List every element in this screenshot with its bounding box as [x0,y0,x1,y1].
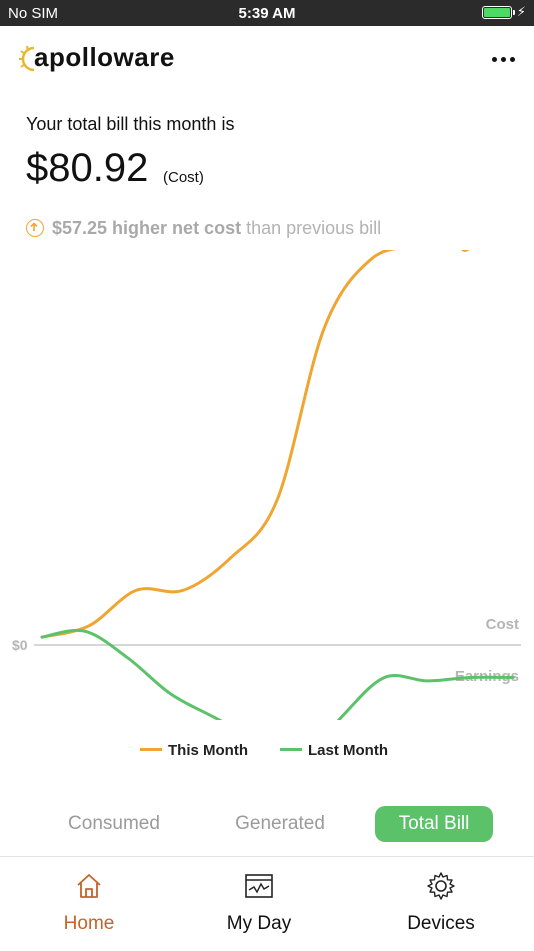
tab-home[interactable]: Home [0,857,178,951]
more-options-button[interactable] [492,48,516,68]
series-line-last-month [40,628,515,720]
tab-label: My Day [226,913,292,934]
consumed-tab[interactable]: Consumed [68,813,160,834]
total-bill-tab[interactable]: Total Bill [375,806,493,842]
bill-label: Your total bill this month is [26,114,235,134]
legend-label: This Month [168,742,248,759]
brand-name: apolloware [34,42,175,72]
comparison-suffix: than previous bill [246,218,382,238]
gear-icon [427,872,455,900]
arrow-up-circle-icon [26,219,44,237]
series-line-this-month [40,250,398,639]
clock: 5:39 AM [238,5,296,22]
my-day-icon [245,874,273,898]
this-month-endpoint [461,250,469,252]
zero-axis-label: $0 [12,637,28,653]
comparison-text: $57.25 higher net cost than previous bil… [26,218,381,239]
legend-item-last-month: Last Month [280,742,388,759]
cost-axis-label: Cost [486,616,519,633]
comparison-amount: $57.25 higher net cost [52,218,242,238]
legend-swatch [280,748,302,751]
view-toggle: Consumed Generated Total Bill [0,806,534,842]
battery-icon [482,6,515,19]
carrier-label: No SIM [8,5,59,22]
generated-tab[interactable]: Generated [235,813,325,834]
app-header: apolloware [0,40,534,80]
bill-unit: (Cost) [163,169,204,186]
sun-logo-icon [19,45,35,72]
tab-my-day[interactable]: My Day [170,857,348,951]
legend-item-this-month: This Month [140,742,248,759]
tab-label: Devices [407,913,475,934]
tab-devices[interactable]: Devices [352,857,530,951]
more-dots-icon [492,57,497,62]
bill-amount: $80.92 [26,146,149,190]
legend-swatch [140,748,162,751]
bottom-tab-bar: Home My Day Devices [0,856,534,951]
status-bar: No SIM 5:39 AM ⚡ [0,0,534,26]
legend-label: Last Month [308,742,388,759]
home-icon [77,874,101,898]
charging-icon: ⚡ [516,4,526,19]
tab-label: Home [63,913,115,934]
